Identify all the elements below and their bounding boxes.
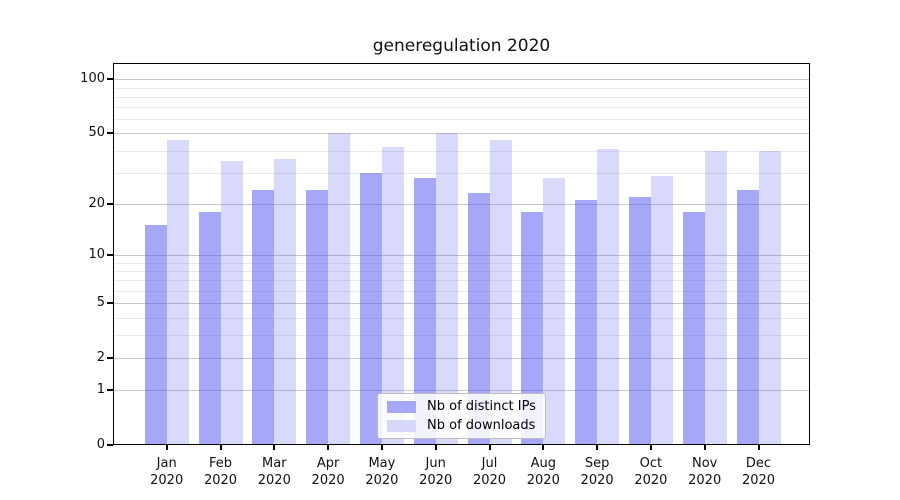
y-tick-1 bbox=[107, 389, 113, 392]
minor-gridline-90 bbox=[113, 87, 810, 89]
plot-area: 0 1 2 5 10 20 50 100 Jan 2020 Feb 2020 Mar 2020 Ap… bbox=[80, 63, 810, 488]
x-tick-apr bbox=[327, 445, 330, 450]
bar-sep-distinct-ips bbox=[575, 200, 598, 445]
major-gridline-2 bbox=[113, 357, 810, 359]
y-tick-10 bbox=[107, 254, 113, 256]
minor-gridline-8 bbox=[113, 270, 810, 272]
y-tick-100 bbox=[107, 78, 113, 81]
bar-oct-downloads bbox=[650, 175, 673, 445]
y-tick-0 bbox=[107, 444, 113, 446]
minor-gridline-80 bbox=[113, 96, 810, 98]
y-tick-20 bbox=[107, 202, 113, 205]
bar-jan-distinct-ips bbox=[144, 225, 167, 445]
bar-dec-downloads bbox=[758, 150, 781, 445]
legend: Nb of distinct IPs Nb of downloads bbox=[377, 393, 546, 439]
minor-gridline-7 bbox=[113, 280, 810, 282]
bar-mar-distinct-ips bbox=[252, 189, 275, 445]
major-gridline-5 bbox=[113, 303, 810, 304]
bar-apr-downloads bbox=[328, 133, 351, 445]
bar-jun-downloads bbox=[435, 133, 458, 445]
x-tick-label-aug: Aug 2020 bbox=[526, 456, 560, 488]
x-tick-label-apr: Apr 2020 bbox=[311, 456, 345, 488]
bar-jul-distinct-ips bbox=[467, 193, 490, 445]
x-tick-jan bbox=[165, 445, 168, 450]
x-tick-label-oct: Oct 2020 bbox=[634, 456, 668, 488]
bar-mar-downloads bbox=[274, 158, 297, 445]
major-gridline-1 bbox=[113, 390, 810, 392]
minor-gridline-3 bbox=[113, 335, 810, 337]
minor-gridline-9 bbox=[113, 262, 810, 264]
bar-aug-distinct-ips bbox=[521, 211, 544, 445]
x-tick-label-jan: Jan 2020 bbox=[150, 456, 184, 488]
x-tick-label-may: May 2020 bbox=[365, 456, 399, 488]
bar-sep-downloads bbox=[597, 148, 620, 445]
bar-feb-distinct-ips bbox=[198, 211, 221, 445]
bar-aug-downloads bbox=[543, 178, 566, 445]
x-tick-label-sep: Sep 2020 bbox=[580, 456, 614, 488]
bar-nov-distinct-ips bbox=[682, 211, 705, 445]
y-tick-label-1: 1 bbox=[96, 382, 105, 398]
y-tick-label-100: 100 bbox=[80, 71, 105, 87]
minor-gridline-30 bbox=[113, 172, 810, 174]
bar-jan-downloads bbox=[166, 139, 189, 445]
minor-gridline-4 bbox=[113, 317, 810, 319]
legend-label: Nb of downloads bbox=[427, 418, 536, 433]
x-tick-aug bbox=[542, 445, 545, 450]
distinct-ips-swatch-icon bbox=[387, 400, 416, 413]
major-gridline-100 bbox=[113, 79, 810, 81]
bar-oct-distinct-ips bbox=[628, 196, 651, 445]
bar-nov-downloads bbox=[704, 150, 727, 445]
bar-jul-downloads bbox=[489, 139, 512, 445]
x-tick-nov bbox=[703, 445, 706, 450]
x-tick-label-feb: Feb 2020 bbox=[203, 456, 238, 488]
y-tick-50 bbox=[107, 132, 113, 135]
legend-item-downloads: Nb of downloads bbox=[378, 418, 545, 433]
bar-apr-distinct-ips bbox=[306, 189, 329, 445]
minor-gridline-6 bbox=[113, 290, 810, 292]
major-gridline-20 bbox=[113, 203, 810, 205]
major-gridline-10 bbox=[113, 255, 810, 256]
y-tick-label-0: 0 bbox=[96, 437, 105, 452]
bar-may-downloads bbox=[381, 146, 404, 445]
y-tick-2 bbox=[107, 356, 113, 359]
y-tick-label-50: 50 bbox=[88, 125, 105, 141]
x-tick-oct bbox=[649, 445, 652, 450]
x-tick-mar bbox=[273, 445, 276, 450]
bar-feb-downloads bbox=[220, 161, 243, 445]
x-tick-feb bbox=[219, 445, 222, 450]
bar-jun-distinct-ips bbox=[413, 178, 436, 445]
y-tick-5 bbox=[107, 302, 113, 304]
bar-may-distinct-ips bbox=[359, 172, 382, 445]
downloads-swatch-icon bbox=[387, 419, 416, 432]
x-tick-label-jul: Jul 2020 bbox=[472, 456, 507, 488]
x-tick-label-nov: Nov 2020 bbox=[688, 456, 722, 488]
x-tick-dec bbox=[757, 445, 760, 450]
x-tick-label-jun: Jun 2020 bbox=[419, 456, 453, 488]
y-tick-label-10: 10 bbox=[88, 247, 105, 262]
minor-gridline-70 bbox=[113, 107, 810, 109]
x-tick-may bbox=[380, 445, 383, 450]
minor-gridline-40 bbox=[113, 150, 810, 152]
legend-item-distinct-ips: Nb of distinct IPs bbox=[378, 399, 545, 414]
legend-label: Nb of distinct IPs bbox=[427, 399, 536, 414]
chart-title: generegulation 2020 bbox=[372, 36, 551, 56]
x-tick-sep bbox=[596, 445, 599, 450]
major-gridline-50 bbox=[113, 133, 810, 135]
bar-dec-distinct-ips bbox=[736, 189, 759, 445]
y-tick-label-5: 5 bbox=[96, 295, 105, 310]
x-tick-label-mar: Mar 2020 bbox=[257, 456, 291, 488]
x-tick-label-dec: Dec 2020 bbox=[741, 456, 776, 488]
x-tick-jul bbox=[488, 445, 491, 450]
x-tick-jun bbox=[434, 445, 437, 450]
y-tick-label-2: 2 bbox=[96, 349, 105, 365]
y-tick-label-20: 20 bbox=[88, 195, 105, 211]
minor-gridline-60 bbox=[113, 119, 810, 121]
